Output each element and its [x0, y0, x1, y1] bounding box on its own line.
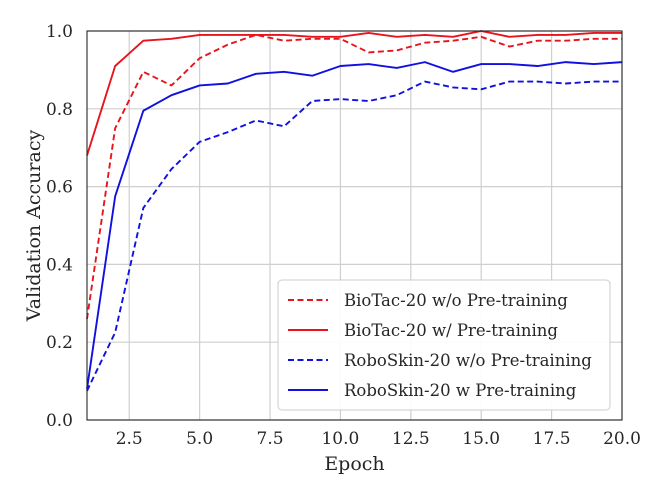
x-tick-label: 15.0 [462, 429, 500, 449]
series-lines [86, 30, 623, 392]
legend-label: BioTac-20 w/ Pre-training [344, 321, 558, 340]
y-tick-label: 0.4 [46, 255, 73, 275]
x-tick-label: 7.5 [257, 429, 284, 449]
plot-frame [86, 30, 623, 421]
y-tick-label: 0.2 [46, 333, 73, 353]
legend-label: RoboSkin-20 w/o Pre-training [344, 351, 592, 370]
x-tick-label: 12.5 [392, 429, 430, 449]
legend-label: BioTac-20 w/o Pre-training [344, 291, 568, 310]
series-line-4 [86, 61, 623, 390]
tick-labels: 2.5 5.0 7.5 10.0 12.5 15.0 17.5 20.0 0.0 0.2 0.4 0.… [46, 22, 641, 449]
series-line-1 [86, 33, 622, 319]
x-tick-label: 2.5 [116, 429, 143, 449]
y-axis-label: Validation Accuracy [23, 130, 45, 323]
legend: BioTac-20 w/o Pre-training BioTac-20 w/ P… [277, 279, 611, 411]
x-tick-label: 20.0 [603, 429, 641, 449]
legend-label: RoboSkin-20 w Pre-training [344, 381, 577, 400]
y-tick-label: 0.8 [46, 100, 73, 120]
legend-box [277, 279, 611, 411]
y-tick-label: 1.0 [46, 22, 73, 42]
x-axis-label: Epoch [324, 453, 384, 475]
x-tick-label: 10.0 [321, 429, 359, 449]
x-tick-label: 5.0 [186, 429, 213, 449]
series-line-2 [86, 30, 622, 156]
y-tick-label: 0.6 [46, 178, 73, 198]
x-tick-label: 17.5 [533, 429, 571, 449]
series-line-3 [86, 80, 622, 392]
y-tick-label: 0.0 [46, 411, 73, 431]
